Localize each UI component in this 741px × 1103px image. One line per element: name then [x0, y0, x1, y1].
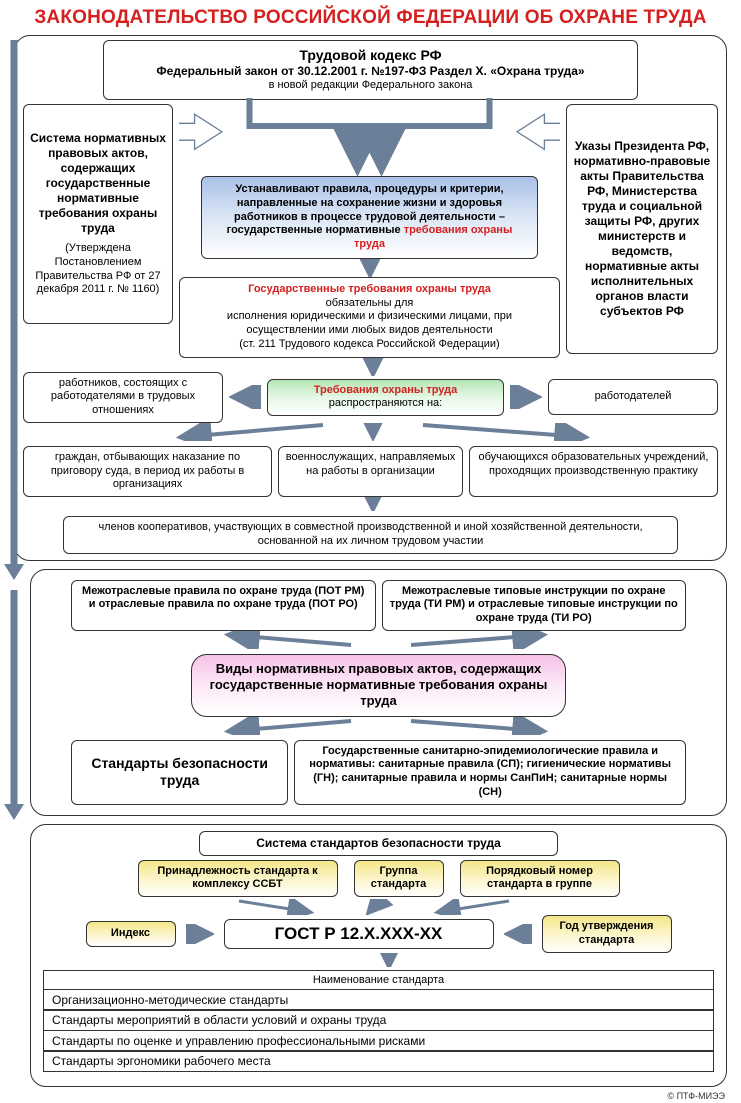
right-p: Указы Президента РФ, нормативно-правовые… — [573, 139, 711, 319]
s3-y3: Порядковый номер стандарта в группе — [460, 860, 620, 898]
s2-bot-r-text: Государственные санитарно-эпидемиологиче… — [309, 745, 671, 798]
s3-y5: Год утверждения стандарта — [542, 915, 672, 953]
c-left-text: работников, состоящих с работодателями в… — [51, 377, 195, 417]
s3-y4: Индекс — [86, 921, 176, 947]
s2-top-r-text: Межотраслевые типовые инструкции по охра… — [390, 585, 678, 625]
s2-center-text: Виды нормативных правовых актов, содержа… — [210, 661, 548, 709]
mid2-a: Государственные требования охраны труда — [190, 283, 549, 297]
s3-y4-text: Индекс — [111, 927, 150, 939]
mid2-box: Государственные требования охраны труда … — [179, 277, 560, 358]
s3-row-0-text: Организационно-методические стандарты — [52, 993, 288, 1007]
spread-center: Требования охраны труда распространяются… — [267, 379, 504, 417]
r1c-text: обучающихся образовательных учреждений, … — [478, 451, 708, 477]
s3-head-text: Наименование стандарта — [313, 974, 444, 986]
s3-head: Наименование стандарта — [43, 970, 714, 990]
left-system-box: Система нормативных правовых актов, соде… — [23, 104, 173, 324]
s3-y5-text: Год утверждения стандарта — [560, 920, 654, 946]
s3-row-1: Стандарты мероприятий в области условий … — [43, 1009, 714, 1031]
mid2-b: обязательны для — [190, 297, 549, 311]
s3-row-0: Организационно-методические стандарты — [43, 989, 714, 1011]
s2-center: Виды нормативных правовых актов, содержа… — [191, 654, 566, 717]
s3-gost-text: ГОСТ Р 12.Х.ХХХ-ХХ — [275, 924, 443, 943]
r1b-box: военнослужащих, направляемых на работы в… — [278, 446, 463, 497]
section-1-panel: Трудовой кодекс РФ Федеральный закон от … — [14, 35, 727, 561]
page-title: ЗАКОНОДАТЕЛЬСТВО РОССИЙСКОЙ ФЕДЕРАЦИИ ОБ… — [14, 8, 727, 29]
r2-box: членов кооперативов, участвующих в совме… — [63, 516, 678, 554]
s3-y1: Принадлежность стандарта к комплексу ССБ… — [138, 860, 338, 898]
top-law-box: Трудовой кодекс РФ Федеральный закон от … — [103, 40, 638, 100]
spread-right: работодателей — [548, 379, 718, 415]
mid2-d: (ст. 211 Трудового кодекса Российской Фе… — [190, 338, 549, 352]
s3-row-2-text: Стандарты по оценке и управлению професс… — [52, 1034, 425, 1048]
r2-text: членов кооперативов, участвующих в совме… — [98, 521, 642, 547]
footer: © ПТФ-МИЭЭ — [667, 1091, 725, 1101]
r1a-text: граждан, отбывающих наказание по пригово… — [51, 451, 244, 491]
s3-row-2: Стандарты по оценке и управлению професс… — [43, 1030, 714, 1052]
r1b-text: военнослужащих, направляемых на работы в… — [286, 451, 456, 477]
s3-row-3: Стандарты эргономики рабочего места — [43, 1050, 714, 1072]
s3-top: Система стандартов безопасности труда — [199, 831, 558, 856]
section-2-panel: Межотраслевые правила по охране труда (П… — [30, 569, 727, 816]
s2-top-l: Межотраслевые правила по охране труда (П… — [71, 580, 376, 631]
s3-y3-text: Порядковый номер стандарта в группе — [486, 865, 593, 891]
top-head2: Федеральный закон от 30.12.2001 г. №197-… — [114, 64, 627, 79]
r1a-box: граждан, отбывающих наказание по пригово… — [23, 446, 272, 497]
left-p2: (Утверждена Постановлением Правительства… — [30, 242, 166, 297]
mid2-c: исполнения юридическими и физическими ли… — [190, 310, 549, 338]
top-head1: Трудовой кодекс РФ — [114, 47, 627, 65]
s2-bot-l: Стандарты безопасности труда — [71, 740, 288, 805]
s3-row-1-text: Стандарты мероприятий в области условий … — [52, 1013, 386, 1027]
spread-sub: распространяются на: — [274, 397, 497, 411]
s3-row-3-text: Стандарты эргономики рабочего места — [52, 1054, 271, 1068]
right-decrees-box: Указы Президента РФ, нормативно-правовые… — [566, 104, 718, 354]
s2-top-l-text: Межотраслевые правила по охране труда (П… — [82, 585, 364, 611]
left-p1: Система нормативных правовых актов, соде… — [30, 131, 166, 236]
s3-y2: Группа стандарта — [354, 860, 444, 898]
section-3-panel: Система стандартов безопасности труда Пр… — [30, 824, 727, 1088]
mid1-box: Устанавливают правила, процедуры и крите… — [201, 176, 538, 259]
s3-y2-text: Группа стандарта — [371, 865, 426, 891]
s3-y1-text: Принадлежность стандарта к комплексу ССБ… — [157, 865, 317, 891]
top-head3: в новой редакции Федерального закона — [114, 79, 627, 93]
c-right-text: работодателей — [595, 390, 672, 402]
r1c-box: обучающихся образовательных учреждений, … — [469, 446, 718, 497]
s3-top-text: Система стандартов безопасности труда — [256, 836, 501, 850]
s3-gost: ГОСТ Р 12.Х.ХХХ-ХХ — [224, 919, 494, 948]
spread-title: Требования охраны труда — [274, 384, 497, 398]
spread-left: работников, состоящих с работодателями в… — [23, 372, 223, 423]
s2-bot-l-text: Стандарты безопасности труда — [78, 755, 281, 790]
s2-top-r: Межотраслевые типовые инструкции по охра… — [382, 580, 687, 631]
s2-bot-r: Государственные санитарно-эпидемиологиче… — [294, 740, 686, 805]
